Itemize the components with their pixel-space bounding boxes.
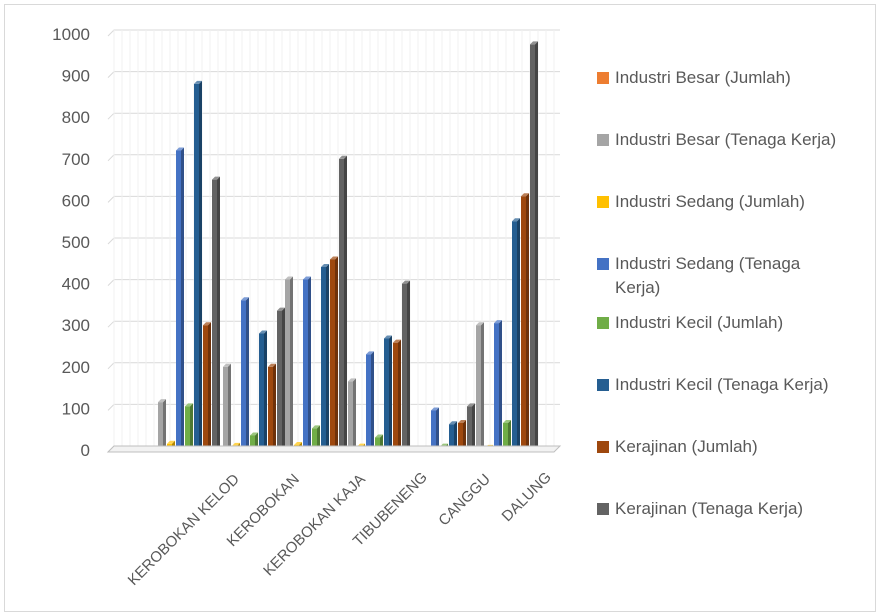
bar-2-7 (339, 155, 347, 451)
legend-item-0: Industri Besar (Jumlah) (597, 68, 791, 87)
bar-3-3 (366, 351, 374, 450)
bar-4-3 (431, 407, 439, 450)
legend-item-1: Industri Besar (Tenaga Kerja) (597, 130, 836, 149)
legend-label: Industri Sedang (Tenaga Kerja) (615, 254, 801, 297)
gridline-600 (107, 195, 560, 203)
legend-label: Industri Kecil (Tenaga Kerja) (615, 375, 829, 394)
y-axis-tick-labels: 0 100 200 300 400 500 600 700 800 900 1000 (52, 25, 90, 460)
y-tick-label-400: 400 (62, 275, 90, 294)
legend-label: Industri Kecil (Jumlah) (615, 313, 783, 332)
legend-label: Kerajinan (Jumlah) (615, 437, 758, 456)
legend-item-4: Industri Kecil (Jumlah) (597, 313, 783, 332)
bar-3-6 (393, 339, 401, 450)
x-axis (106, 445, 562, 453)
bar-5-1 (476, 322, 484, 450)
bar-group-4 (404, 403, 475, 451)
bar-5-7 (530, 41, 538, 451)
legend-swatch (597, 503, 609, 515)
legend-item-3: Industri Sedang (Tenaga Kerja) (597, 254, 801, 297)
legend-label: Industri Besar (Jumlah) (615, 68, 791, 87)
bar-3-7 (402, 280, 410, 450)
legend-swatch (597, 72, 609, 84)
y-tick-label-1000: 1000 (52, 25, 90, 44)
y-tick-label-900: 900 (62, 67, 90, 86)
bar-0-6 (203, 322, 211, 450)
bar-0-5 (194, 80, 202, 451)
bar-4-6 (458, 419, 466, 450)
legend-swatch (597, 317, 609, 329)
gridline-700 (107, 154, 560, 162)
bar-0-4 (185, 403, 193, 450)
legend-swatch (597, 134, 609, 146)
y-tick-label-200: 200 (62, 358, 90, 377)
legend-item-2: Industri Sedang (Jumlah) (597, 192, 805, 211)
y-tick-label-0: 0 (81, 441, 90, 460)
legend-swatch (597, 196, 609, 208)
legend-item-6: Kerajinan (Jumlah) (597, 437, 758, 456)
x-category-label-0: KEROBOKAN KELOD (125, 471, 243, 589)
bar-group-3 (339, 280, 410, 450)
bar-1-6 (268, 363, 276, 450)
bar-group-5 (467, 41, 538, 451)
bar-5-4 (503, 419, 511, 450)
bar-2-3 (303, 276, 311, 450)
y-tick-label-100: 100 (62, 399, 90, 418)
bar-5-5 (512, 218, 520, 450)
x-category-label-5: DALUNG (499, 469, 555, 525)
bar-1-7 (277, 307, 285, 450)
legend-label: Industri Besar (Tenaga Kerja) (615, 130, 836, 149)
y-tick-label-500: 500 (62, 233, 90, 252)
gridline-800 (107, 112, 560, 120)
bar-3-5 (384, 335, 392, 450)
bar-2-5 (321, 263, 329, 450)
legend-item-7: Kerajinan (Tenaga Kerja) (597, 499, 803, 518)
bar-1-1 (223, 363, 231, 450)
bar-2-4 (312, 425, 320, 450)
y-tick-label-800: 800 (62, 108, 90, 127)
gridline-900 (107, 71, 560, 78)
bar-0-7 (212, 176, 220, 450)
y-tick-label-600: 600 (62, 191, 90, 210)
bar-group-2 (276, 155, 347, 451)
bar-4-7 (467, 403, 475, 450)
bar-2-1 (285, 276, 293, 450)
bar-1-5 (259, 330, 267, 450)
gridline-500 (107, 237, 560, 245)
x-category-label-4: CANGGU (435, 471, 494, 530)
legend-swatch (597, 441, 609, 453)
y-tick-label-300: 300 (62, 316, 90, 335)
bar-5-6 (521, 193, 529, 451)
bar-3-1 (348, 378, 356, 450)
legend-swatch (597, 258, 609, 270)
bar-2-6 (330, 256, 338, 450)
chart-frame (4, 4, 876, 612)
bar-5-3 (494, 320, 502, 450)
bar-0-1 (158, 399, 166, 450)
legend-label: Industri Sedang (Jumlah) (615, 192, 805, 211)
chart-floor (106, 445, 562, 453)
gridline-1000 (107, 29, 560, 37)
bar-group-0 (149, 80, 220, 451)
legend-label: Kerajinan (Tenaga Kerja) (615, 499, 803, 518)
bar-1-3 (241, 297, 249, 450)
bars (149, 41, 538, 451)
legend: Industri Besar (Jumlah) Industri Besar (T… (597, 68, 836, 518)
y-tick-label-700: 700 (62, 150, 90, 169)
bar-4-5 (449, 421, 457, 450)
legend-swatch (597, 379, 609, 391)
bar-0-3 (176, 147, 184, 451)
legend-item-5: Industri Kecil (Tenaga Kerja) (597, 375, 829, 394)
